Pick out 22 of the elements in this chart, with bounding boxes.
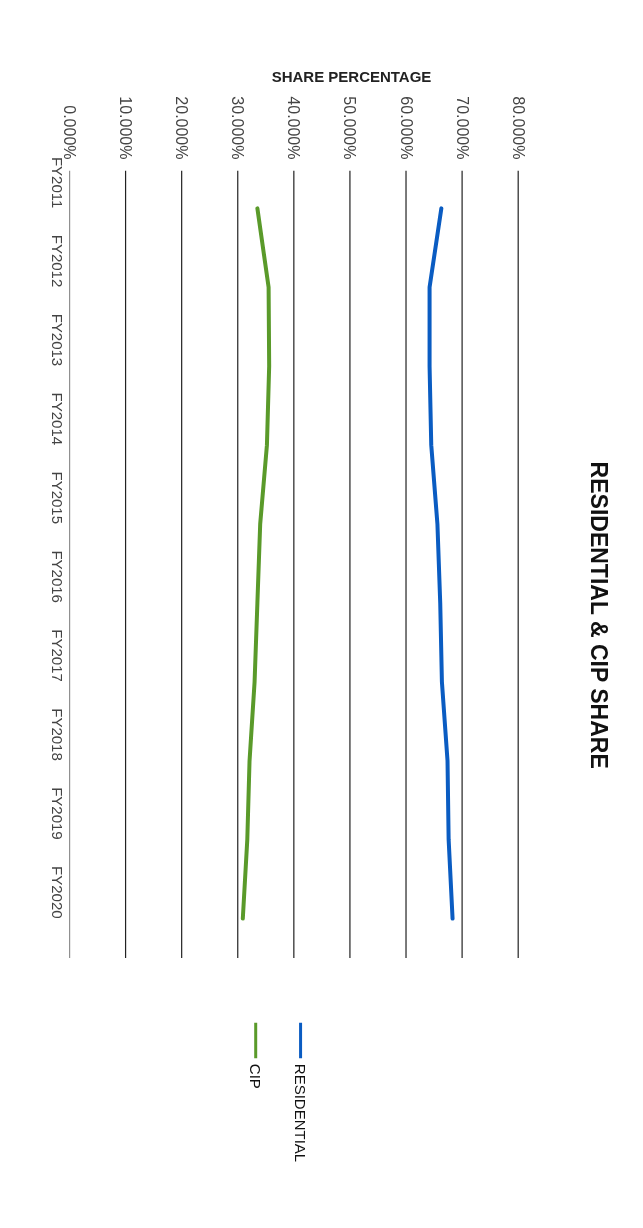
x-tick-label: 0.000% — [61, 105, 78, 160]
y-tick-label: FY2015 — [49, 471, 66, 525]
y-tick-label: FY2016 — [49, 550, 66, 603]
x-tick-label: 80.000% — [509, 96, 527, 160]
x-tick-label: 20.000% — [173, 96, 191, 160]
y-tick-label: FY2014 — [49, 392, 66, 446]
x-tick-label: 70.000% — [453, 96, 471, 160]
text: RESIDENTIAL & CIP SHARE — [585, 461, 612, 769]
x-tick-label: 10.000% — [117, 96, 135, 160]
x-tick-label: 40.000% — [285, 96, 303, 160]
x-tick-label: 50.000% — [341, 96, 359, 160]
x-axis-title: SHARE PERCENTAGE — [271, 68, 432, 86]
y-tick-label: FY2019 — [49, 787, 66, 840]
x-tick-label: 30.000% — [229, 96, 247, 160]
y-tick-label: FY2012 — [49, 234, 66, 288]
y-tick-label: FY2018 — [49, 708, 66, 761]
legend-label: CIP — [247, 1063, 265, 1089]
x-tick-label: 60.000% — [397, 96, 415, 160]
y-tick-label: FY2013 — [49, 313, 66, 367]
legend-label: RESIDENTIAL — [292, 1063, 310, 1163]
y-tick-label: FY2017 — [49, 629, 66, 682]
y-tick-label: FY2020 — [49, 866, 66, 919]
